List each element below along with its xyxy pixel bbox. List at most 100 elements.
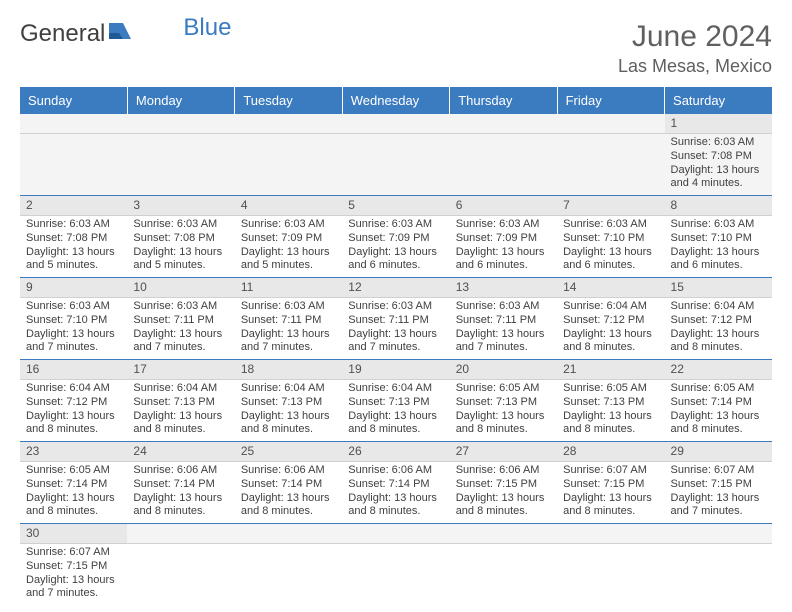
title-block: June 2024 Las Mesas, Mexico [618, 20, 772, 77]
calendar-day: 20Sunrise: 6:05 AMSunset: 7:13 PMDayligh… [450, 360, 557, 442]
day-number: 30 [20, 524, 127, 544]
day-number: 20 [450, 360, 557, 380]
day-number: 4 [235, 196, 342, 216]
calendar-day-empty [557, 114, 664, 196]
calendar-day: 17Sunrise: 6:04 AMSunset: 7:13 PMDayligh… [127, 360, 234, 442]
day-number: 21 [557, 360, 664, 380]
calendar-day-empty [127, 114, 234, 196]
day-number: 17 [127, 360, 234, 380]
day-number: 25 [235, 442, 342, 462]
day-number: 14 [557, 278, 664, 298]
logo-text-1: General [20, 20, 105, 48]
day-details: Sunrise: 6:07 AMSunset: 7:15 PMDaylight:… [20, 544, 127, 605]
calendar-body: 1Sunrise: 6:03 AMSunset: 7:08 PMDaylight… [20, 114, 772, 605]
calendar-day-empty [235, 524, 342, 606]
day-details: Sunrise: 6:03 AMSunset: 7:08 PMDaylight:… [665, 134, 772, 195]
day-details: Sunrise: 6:04 AMSunset: 7:12 PMDaylight:… [20, 380, 127, 441]
day-details: Sunrise: 6:05 AMSunset: 7:14 PMDaylight:… [20, 462, 127, 523]
day-details: Sunrise: 6:06 AMSunset: 7:14 PMDaylight:… [235, 462, 342, 523]
calendar-day-empty [557, 524, 664, 606]
calendar-day-empty [127, 524, 234, 606]
calendar-day-empty [450, 114, 557, 196]
calendar-day-empty [450, 524, 557, 606]
day-number: 13 [450, 278, 557, 298]
logo-text-2: Blue [183, 14, 231, 42]
calendar-day-empty [342, 524, 449, 606]
calendar-day-empty [665, 524, 772, 606]
calendar-table: SundayMondayTuesdayWednesdayThursdayFrid… [20, 87, 772, 605]
day-number: 9 [20, 278, 127, 298]
calendar-row: 23Sunrise: 6:05 AMSunset: 7:14 PMDayligh… [20, 442, 772, 524]
calendar-day: 18Sunrise: 6:04 AMSunset: 7:13 PMDayligh… [235, 360, 342, 442]
day-number: 6 [450, 196, 557, 216]
day-details: Sunrise: 6:05 AMSunset: 7:14 PMDaylight:… [665, 380, 772, 441]
day-number: 12 [342, 278, 449, 298]
calendar-day: 8Sunrise: 6:03 AMSunset: 7:10 PMDaylight… [665, 196, 772, 278]
day-number: 18 [235, 360, 342, 380]
calendar-day: 13Sunrise: 6:03 AMSunset: 7:11 PMDayligh… [450, 278, 557, 360]
day-details: Sunrise: 6:04 AMSunset: 7:12 PMDaylight:… [557, 298, 664, 359]
calendar-day: 12Sunrise: 6:03 AMSunset: 7:11 PMDayligh… [342, 278, 449, 360]
calendar-day: 21Sunrise: 6:05 AMSunset: 7:13 PMDayligh… [557, 360, 664, 442]
calendar-day: 1Sunrise: 6:03 AMSunset: 7:08 PMDaylight… [665, 114, 772, 196]
day-details: Sunrise: 6:03 AMSunset: 7:11 PMDaylight:… [342, 298, 449, 359]
calendar-day: 23Sunrise: 6:05 AMSunset: 7:14 PMDayligh… [20, 442, 127, 524]
day-details: Sunrise: 6:07 AMSunset: 7:15 PMDaylight:… [665, 462, 772, 523]
weekday-header: Tuesday [235, 87, 342, 114]
calendar-day: 27Sunrise: 6:06 AMSunset: 7:15 PMDayligh… [450, 442, 557, 524]
day-details: Sunrise: 6:03 AMSunset: 7:10 PMDaylight:… [665, 216, 772, 277]
day-details: Sunrise: 6:03 AMSunset: 7:08 PMDaylight:… [20, 216, 127, 277]
weekday-header: Monday [127, 87, 234, 114]
calendar-day-empty [235, 114, 342, 196]
day-details: Sunrise: 6:06 AMSunset: 7:15 PMDaylight:… [450, 462, 557, 523]
calendar-day: 9Sunrise: 6:03 AMSunset: 7:10 PMDaylight… [20, 278, 127, 360]
flag-icon [109, 20, 135, 48]
day-number: 11 [235, 278, 342, 298]
weekday-header: Wednesday [342, 87, 449, 114]
day-details: Sunrise: 6:03 AMSunset: 7:10 PMDaylight:… [20, 298, 127, 359]
day-details: Sunrise: 6:03 AMSunset: 7:11 PMDaylight:… [127, 298, 234, 359]
weekday-header: Friday [557, 87, 664, 114]
day-number: 2 [20, 196, 127, 216]
day-number: 22 [665, 360, 772, 380]
calendar-day: 15Sunrise: 6:04 AMSunset: 7:12 PMDayligh… [665, 278, 772, 360]
day-number: 28 [557, 442, 664, 462]
day-number: 23 [20, 442, 127, 462]
day-details: Sunrise: 6:04 AMSunset: 7:13 PMDaylight:… [342, 380, 449, 441]
calendar-day: 26Sunrise: 6:06 AMSunset: 7:14 PMDayligh… [342, 442, 449, 524]
day-details: Sunrise: 6:03 AMSunset: 7:11 PMDaylight:… [235, 298, 342, 359]
calendar-day: 28Sunrise: 6:07 AMSunset: 7:15 PMDayligh… [557, 442, 664, 524]
calendar-day: 5Sunrise: 6:03 AMSunset: 7:09 PMDaylight… [342, 196, 449, 278]
day-details: Sunrise: 6:03 AMSunset: 7:11 PMDaylight:… [450, 298, 557, 359]
day-details: Sunrise: 6:04 AMSunset: 7:13 PMDaylight:… [235, 380, 342, 441]
day-details: Sunrise: 6:05 AMSunset: 7:13 PMDaylight:… [450, 380, 557, 441]
weekday-header: Saturday [665, 87, 772, 114]
location: Las Mesas, Mexico [618, 56, 772, 77]
day-details: Sunrise: 6:03 AMSunset: 7:09 PMDaylight:… [342, 216, 449, 277]
day-details: Sunrise: 6:03 AMSunset: 7:09 PMDaylight:… [235, 216, 342, 277]
calendar-day: 3Sunrise: 6:03 AMSunset: 7:08 PMDaylight… [127, 196, 234, 278]
calendar-row: 2Sunrise: 6:03 AMSunset: 7:08 PMDaylight… [20, 196, 772, 278]
calendar-day: 7Sunrise: 6:03 AMSunset: 7:10 PMDaylight… [557, 196, 664, 278]
calendar-day: 2Sunrise: 6:03 AMSunset: 7:08 PMDaylight… [20, 196, 127, 278]
day-number: 5 [342, 196, 449, 216]
calendar-row: 30Sunrise: 6:07 AMSunset: 7:15 PMDayligh… [20, 524, 772, 606]
calendar-row: 9Sunrise: 6:03 AMSunset: 7:10 PMDaylight… [20, 278, 772, 360]
weekday-header: Thursday [450, 87, 557, 114]
calendar-day: 11Sunrise: 6:03 AMSunset: 7:11 PMDayligh… [235, 278, 342, 360]
calendar-day: 14Sunrise: 6:04 AMSunset: 7:12 PMDayligh… [557, 278, 664, 360]
day-number: 24 [127, 442, 234, 462]
calendar-row: 16Sunrise: 6:04 AMSunset: 7:12 PMDayligh… [20, 360, 772, 442]
day-number: 26 [342, 442, 449, 462]
calendar-day: 10Sunrise: 6:03 AMSunset: 7:11 PMDayligh… [127, 278, 234, 360]
header: General Blue June 2024 Las Mesas, Mexico [20, 20, 772, 77]
calendar-day: 22Sunrise: 6:05 AMSunset: 7:14 PMDayligh… [665, 360, 772, 442]
calendar-row: 1Sunrise: 6:03 AMSunset: 7:08 PMDaylight… [20, 114, 772, 196]
calendar-day-empty [20, 114, 127, 196]
calendar-day: 24Sunrise: 6:06 AMSunset: 7:14 PMDayligh… [127, 442, 234, 524]
day-details: Sunrise: 6:06 AMSunset: 7:14 PMDaylight:… [342, 462, 449, 523]
day-number: 1 [665, 114, 772, 134]
day-number: 29 [665, 442, 772, 462]
day-number: 8 [665, 196, 772, 216]
day-number: 27 [450, 442, 557, 462]
